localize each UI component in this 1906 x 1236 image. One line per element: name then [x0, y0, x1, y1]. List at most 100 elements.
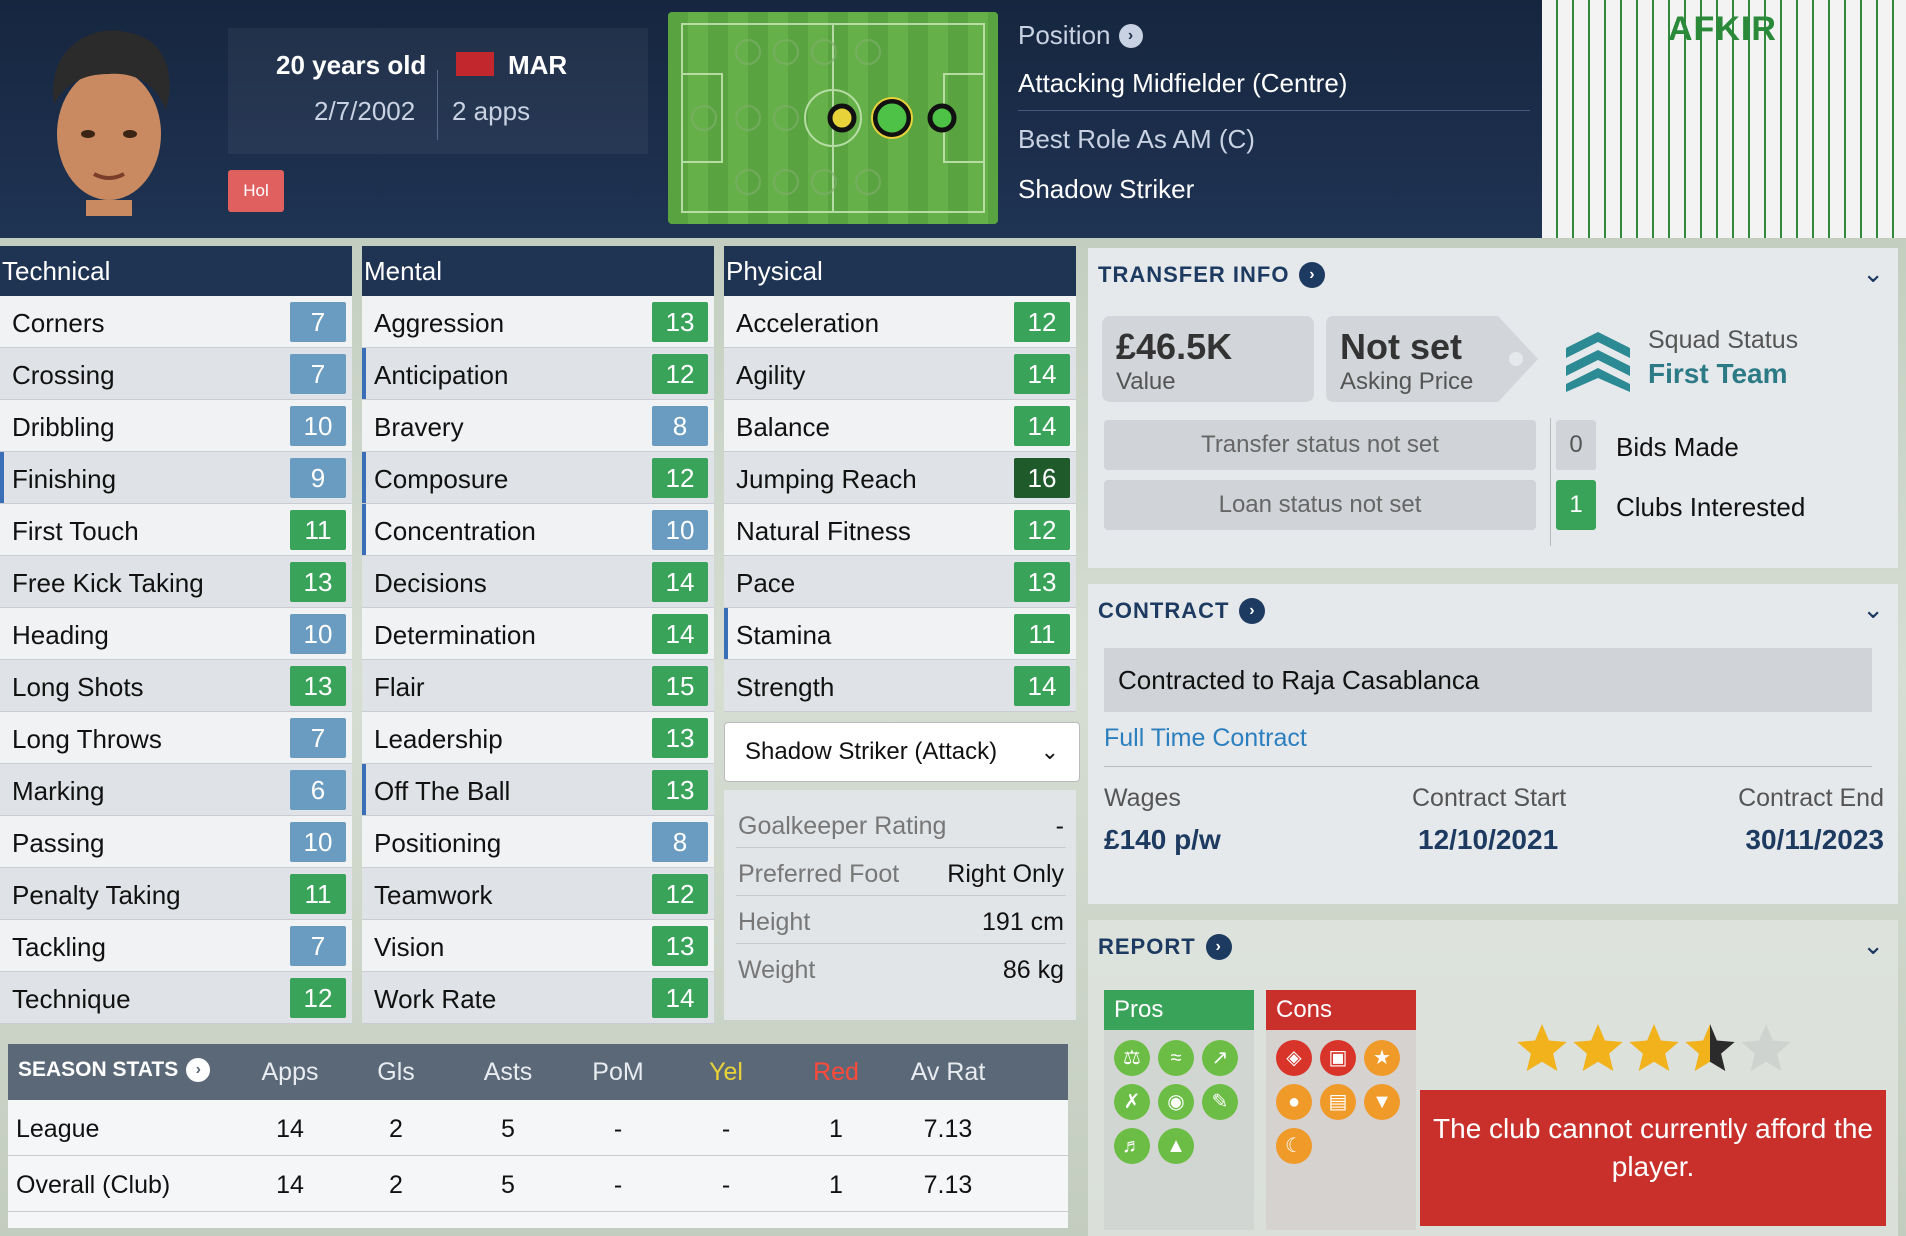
con-star-icon[interactable]: ★ [1364, 1040, 1400, 1076]
season-col-apps[interactable]: Apps [261, 1058, 319, 1086]
season-col-yel[interactable]: Yel [709, 1058, 743, 1086]
season-stats-title[interactable]: SEASON STATS › [18, 1058, 211, 1082]
con-tag-icon[interactable]: ◈ [1276, 1040, 1312, 1076]
arrow-right-icon[interactable]: › [1299, 262, 1326, 288]
star-icon [1517, 1024, 1567, 1071]
pro-spring-icon[interactable]: ≈ [1158, 1040, 1194, 1076]
attr-row-agility[interactable]: Agility 14 [724, 348, 1076, 400]
attr-name: Positioning [374, 828, 502, 858]
con-briefcase-icon[interactable]: ▤ [1320, 1084, 1356, 1120]
attr-row-aggression[interactable]: Aggression 13 [362, 296, 714, 348]
attr-row-technique[interactable]: Technique 12 [0, 972, 352, 1024]
attr-row-long-shots[interactable]: Long Shots 13 [0, 660, 352, 712]
pro-pen-icon[interactable]: ✎ [1202, 1084, 1238, 1120]
chevron-down-icon[interactable]: ⌄ [1862, 930, 1884, 960]
attr-row-decisions[interactable]: Decisions 14 [362, 556, 714, 608]
arrow-right-icon[interactable]: › [1118, 23, 1143, 48]
season-stats-panel: SEASON STATS › Apps Gls Asts PoM Yel Red Av Rat… [8, 1044, 1068, 1228]
arrow-right-icon[interactable]: › [1205, 934, 1232, 960]
attr-value: 8 [652, 406, 708, 446]
info-key: Preferred Foot [738, 860, 900, 888]
season-col-gls[interactable]: Gls [377, 1058, 415, 1086]
attr-row-crossing[interactable]: Crossing 7 [0, 348, 352, 400]
attr-row-leadership[interactable]: Leadership 13 [362, 712, 714, 764]
attr-row-positioning[interactable]: Positioning 8 [362, 816, 714, 868]
attr-row-marking[interactable]: Marking 6 [0, 764, 352, 816]
chevron-down-icon[interactable]: ⌄ [1862, 594, 1884, 624]
attr-row-pace[interactable]: Pace 13 [724, 556, 1076, 608]
attr-row-penalty-taking[interactable]: Penalty Taking 11 [0, 868, 352, 920]
attr-value: 13 [652, 926, 708, 966]
season-row-overall-club[interactable]: Overall (Club) 14 2 5 - - 1 7.13 [8, 1156, 1068, 1212]
attr-row-off-the-ball[interactable]: Off The Ball 13 [362, 764, 714, 816]
attr-row-vision[interactable]: Vision 13 [362, 920, 714, 972]
transfer-info-title[interactable]: TRANSFER INFO › [1098, 262, 1326, 288]
contract-title-text: CONTRACT [1098, 598, 1230, 623]
attr-row-free-kick-taking[interactable]: Free Kick Taking 13 [0, 556, 352, 608]
attr-value: 11 [290, 510, 346, 550]
attr-row-balance[interactable]: Balance 14 [724, 400, 1076, 452]
loan-status-button[interactable]: Loan status not set [1104, 480, 1536, 530]
attr-row-dribbling[interactable]: Dribbling 10 [0, 400, 352, 452]
pro-boots-icon[interactable]: ♬ [1114, 1128, 1150, 1164]
personality-badge[interactable]: Hol [228, 170, 284, 212]
attr-row-corners[interactable]: Corners 7 [0, 296, 352, 348]
season-col-av-rat[interactable]: Av Rat [910, 1058, 986, 1086]
pro-weights-icon[interactable]: ⚖ [1114, 1040, 1150, 1076]
attr-name: Heading [12, 620, 109, 650]
pro-cross-icon[interactable]: ✗ [1114, 1084, 1150, 1120]
bids-made-label[interactable]: Bids Made [1616, 432, 1739, 462]
role-select[interactable]: Shadow Striker (Attack) ⌄ [724, 722, 1080, 782]
pro-brain-icon[interactable]: ◉ [1158, 1084, 1194, 1120]
attr-row-determination[interactable]: Determination 14 [362, 608, 714, 660]
season-cell: 1 [829, 1171, 843, 1199]
attr-row-teamwork[interactable]: Teamwork 12 [362, 868, 714, 920]
contracted-club[interactable]: Contracted to Raja Casablanca [1104, 648, 1872, 712]
attr-row-flair[interactable]: Flair 15 [362, 660, 714, 712]
attr-row-stamina[interactable]: Stamina 11 [724, 608, 1076, 660]
season-row-league[interactable]: League 14 2 5 - - 1 7.13 [8, 1100, 1068, 1156]
attr-row-anticipation[interactable]: Anticipation 12 [362, 348, 714, 400]
contract-type[interactable]: Full Time Contract [1104, 724, 1307, 752]
physical-info-panel: Goalkeeper Rating - Preferred Foot Right O… [724, 790, 1076, 1020]
attr-row-tackling[interactable]: Tackling 7 [0, 920, 352, 972]
position-label[interactable]: Position › [1018, 20, 1143, 51]
pro-trend-up-icon[interactable]: ↗ [1202, 1040, 1238, 1076]
season-col-pom[interactable]: PoM [592, 1058, 644, 1086]
contract-start-label: Contract Start [1412, 784, 1567, 812]
season-col-red[interactable]: Red [813, 1058, 859, 1086]
season-col-asts[interactable]: Asts [483, 1058, 533, 1086]
attr-row-long-throws[interactable]: Long Throws 7 [0, 712, 352, 764]
squad-status-value[interactable]: First Team [1648, 358, 1788, 389]
attr-value: 13 [290, 666, 346, 706]
attr-row-concentration[interactable]: Concentration 10 [362, 504, 714, 556]
pro-cone-icon[interactable]: ▲ [1158, 1128, 1194, 1164]
arrow-right-icon[interactable]: › [1239, 598, 1266, 624]
pitch-drawing [668, 12, 998, 224]
con-cards-icon[interactable]: ▣ [1320, 1040, 1356, 1076]
transfer-status-button[interactable]: Transfer status not set [1104, 420, 1536, 470]
attr-row-jumping-reach[interactable]: Jumping Reach 16 [724, 452, 1076, 504]
chevron-down-icon[interactable]: ⌄ [1862, 258, 1884, 288]
con-moon-icon[interactable]: ☾ [1276, 1128, 1312, 1164]
arrow-right-icon[interactable]: › [186, 1058, 211, 1082]
attr-row-strength[interactable]: Strength 14 [724, 660, 1076, 712]
attr-row-passing[interactable]: Passing 10 [0, 816, 352, 868]
attr-row-bravery[interactable]: Bravery 8 [362, 400, 714, 452]
attr-row-acceleration[interactable]: Acceleration 12 [724, 296, 1076, 348]
attr-row-heading[interactable]: Heading 10 [0, 608, 352, 660]
con-speech-icon[interactable]: ● [1276, 1084, 1312, 1120]
report-title[interactable]: REPORT › [1098, 934, 1232, 960]
attr-name: Strength [736, 672, 835, 702]
attr-name: Crossing [12, 360, 115, 390]
attr-row-composure[interactable]: Composure 12 [362, 452, 714, 504]
contract-title[interactable]: CONTRACT › [1098, 598, 1266, 624]
attr-row-finishing[interactable]: Finishing 9 [0, 452, 352, 504]
attr-row-first-touch[interactable]: First Touch 11 [0, 504, 352, 556]
clubs-interested-label[interactable]: Clubs Interested [1616, 492, 1806, 522]
attr-name: Marking [12, 776, 105, 806]
attr-row-work-rate[interactable]: Work Rate 14 [362, 972, 714, 1024]
con-foot-icon[interactable]: ▼ [1364, 1084, 1400, 1120]
player-nation[interactable]: MAR [508, 50, 568, 80]
attr-row-natural-fitness[interactable]: Natural Fitness 12 [724, 504, 1076, 556]
